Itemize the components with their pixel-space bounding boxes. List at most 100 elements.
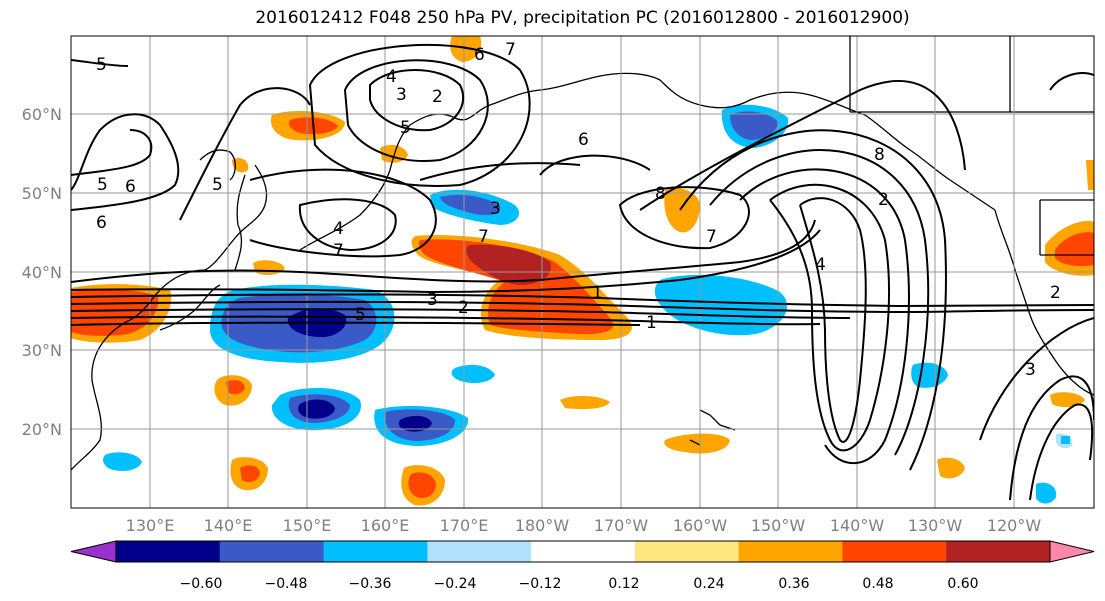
contour-label: 8 (655, 184, 666, 204)
lon-label: 130°E (126, 516, 175, 535)
pv-contour (308, 43, 531, 187)
pv-contour (1009, 375, 1094, 501)
map-title: 2016012412 F048 250 hPa PV, precipitatio… (255, 8, 910, 28)
pv-contour (343, 59, 489, 162)
lon-label: 120°W (987, 516, 1042, 535)
colorbar-swatch (634, 541, 740, 562)
contour-label: 7 (505, 40, 516, 60)
lon-label: 160°E (361, 516, 410, 535)
graticule (71, 36, 1094, 508)
colorbar-tick-label: 0.36 (778, 576, 809, 592)
contour-label: 8 (874, 145, 885, 165)
colorbar-tick-label: −0.48 (265, 576, 308, 592)
map-frame (70, 35, 1095, 509)
colorbar-swatch (427, 541, 532, 562)
colorbar-swatch (323, 541, 428, 562)
contour-label: 5 (355, 305, 366, 325)
longitude-labels: 130°E 140°E 150°E 160°E 170°E 180°W 170°… (126, 516, 1042, 535)
contour-label: 6 (125, 177, 136, 197)
colorbar-tick-label: −0.12 (519, 576, 562, 592)
pv-contour (71, 129, 153, 176)
pv-contour (249, 168, 437, 258)
lon-label: 170°W (594, 516, 649, 535)
contour-label: 6 (96, 213, 107, 233)
lat-label: 50°N (22, 184, 62, 203)
colorbar-tick-label: 0.60 (947, 576, 978, 592)
pv-contour (71, 321, 641, 326)
colorbar-extend-high (1049, 540, 1095, 563)
colorbar-extend-low (70, 540, 117, 563)
negative-anomaly-region (654, 274, 788, 336)
colorbar-tick-label: 0.48 (862, 576, 893, 592)
lon-label: 170°E (440, 516, 489, 535)
pv-contour (1029, 403, 1094, 501)
lon-label: 160°W (673, 516, 728, 535)
pv-contour (298, 198, 397, 252)
pv-contour (71, 219, 816, 283)
pv-contour (739, 168, 910, 465)
colorbar-swatch (116, 541, 221, 562)
pv-contours (71, 43, 1094, 501)
lon-label: 140°E (204, 516, 253, 535)
contour-label: 4 (815, 255, 826, 275)
contour-label: 5 (96, 55, 107, 75)
pv-contour (369, 69, 465, 132)
contour-label: 7 (706, 227, 717, 247)
lat-label: 20°N (22, 420, 62, 439)
pv-contour (419, 162, 581, 181)
pv-contour (179, 87, 311, 221)
contour-label: 1 (646, 313, 657, 333)
lat-label: 30°N (22, 341, 62, 360)
colorbar-swatch (738, 541, 843, 562)
contour-label: 7 (333, 241, 344, 261)
pv-contour (71, 300, 1094, 314)
lat-label: 60°N (22, 105, 62, 124)
pv-contour (539, 154, 651, 176)
colorbar-tick-label: 0.12 (608, 576, 639, 592)
pv-contour (71, 293, 1094, 308)
contour-label: 5 (212, 175, 223, 195)
pv-contour (71, 315, 821, 326)
contour-label: 1 (592, 283, 603, 303)
colorbar-tick-label: −0.60 (180, 576, 223, 592)
lon-label: 130°W (908, 516, 963, 535)
contour-label: 2 (432, 87, 443, 107)
lat-label: 40°N (22, 263, 62, 282)
pv-contour (71, 229, 821, 294)
lon-label: 180°W (515, 516, 570, 535)
contour-label: 5 (400, 118, 411, 138)
pv-contour (709, 149, 930, 456)
contour-label: 3 (1025, 360, 1036, 380)
pv-contour (799, 197, 867, 443)
colorbar-swatch (842, 541, 947, 562)
contour-labels: 5 7 6 4 3 2 5 6 5 6 5 6 3 4 7 7 8 8 7 2 … (96, 40, 1061, 380)
pv-contour (1049, 72, 1094, 91)
contour-label: 4 (333, 219, 344, 239)
contour-label: 2 (458, 298, 469, 318)
contour-label: 3 (396, 85, 407, 105)
lon-label: 150°W (751, 516, 806, 535)
colorbar-swatch (219, 541, 325, 562)
pv-contour (71, 59, 129, 67)
contour-label: 5 (97, 175, 108, 195)
pv-contour (769, 183, 891, 452)
pv-contour (71, 308, 851, 319)
colorbar (70, 540, 1095, 563)
latitude-labels: 60°N 50°N 40°N 30°N 20°N (22, 105, 62, 439)
pv-contour (639, 80, 966, 211)
colorbar-swatch (531, 541, 636, 562)
colorbar-outline (115, 540, 1051, 563)
contour-label: 6 (578, 130, 589, 150)
pv-contour (979, 317, 1094, 441)
contour-label: 3 (490, 199, 501, 219)
colorbar-tick-label: −0.24 (434, 576, 477, 592)
contour-label: 6 (474, 45, 485, 65)
lon-label: 150°E (283, 516, 332, 535)
pv-contour (71, 113, 180, 211)
colorbar-tick-label: 0.24 (693, 576, 724, 592)
colorbar-tick-label: −0.36 (349, 576, 392, 592)
contour-label: 2 (878, 190, 889, 210)
contour-label: 4 (386, 67, 397, 87)
pv-contour (618, 186, 750, 250)
